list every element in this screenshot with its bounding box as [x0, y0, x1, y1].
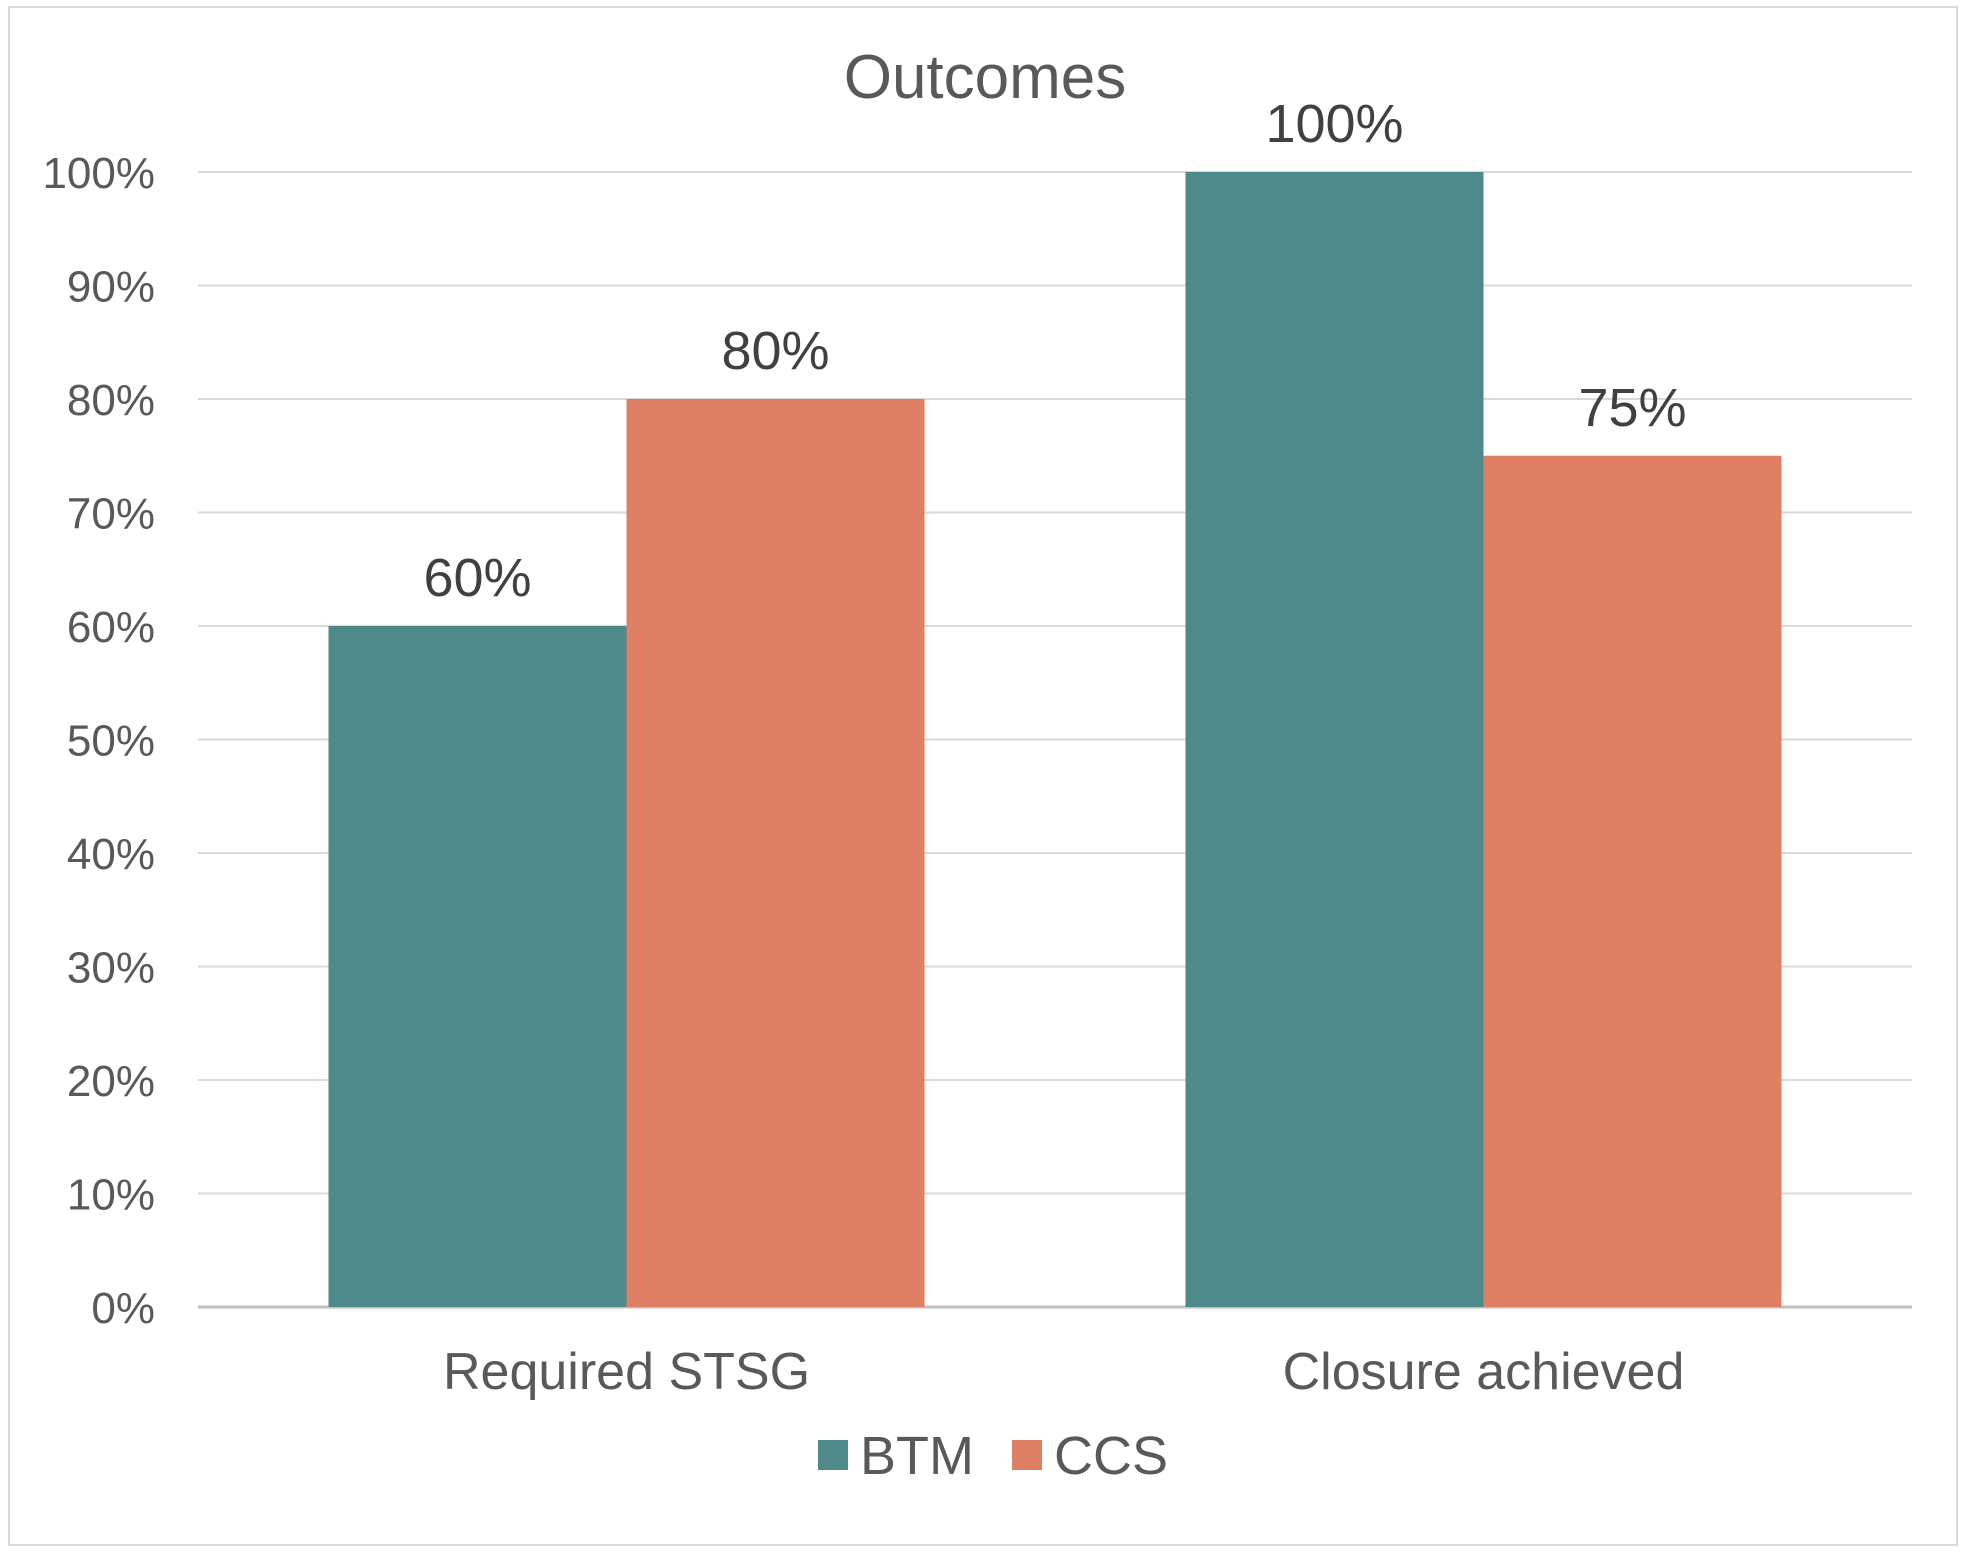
legend-label-btm: BTM: [860, 1426, 974, 1486]
legend-swatch-btm: [818, 1440, 848, 1470]
data-label: 60%: [423, 548, 531, 608]
category-labels: Required STSG Closure achieved: [443, 1343, 1684, 1401]
y-tick-label: 50%: [67, 717, 155, 766]
y-tick-label: 80%: [67, 376, 155, 425]
y-tick-label: 20%: [67, 1057, 155, 1106]
bar-btm-2: [1185, 172, 1484, 1307]
y-tick-label: 40%: [67, 830, 155, 879]
data-label: 100%: [1265, 94, 1403, 154]
y-tick-label: 100%: [42, 149, 155, 198]
y-tick-label: 70%: [67, 490, 155, 539]
bar-ccs-2: [1483, 455, 1782, 1307]
y-tick-label: 90%: [67, 263, 155, 312]
y-tick-label: 0%: [91, 1284, 155, 1333]
chart-title: Outcomes: [844, 43, 1127, 112]
data-label: 80%: [721, 321, 829, 381]
y-tick-label: 10%: [67, 1171, 155, 1220]
data-label: 75%: [1578, 378, 1686, 438]
bar-btm-1: [328, 626, 627, 1307]
data-labels: 60% 80% 100% 75%: [423, 94, 1686, 608]
category-label: Closure achieved: [1283, 1343, 1685, 1401]
bar-ccs-1: [626, 399, 925, 1307]
y-tick-label: 30%: [67, 944, 155, 993]
bars: [328, 172, 1782, 1307]
legend-swatch-ccs: [1012, 1440, 1042, 1470]
legend: BTM CCS: [818, 1426, 1168, 1486]
y-tick-label: 60%: [67, 603, 155, 652]
category-label: Required STSG: [443, 1343, 810, 1401]
legend-label-ccs: CCS: [1054, 1426, 1168, 1486]
y-axis-ticks: 0% 10% 20% 30% 40% 50% 60% 70% 80% 90% 100%: [42, 149, 155, 1333]
